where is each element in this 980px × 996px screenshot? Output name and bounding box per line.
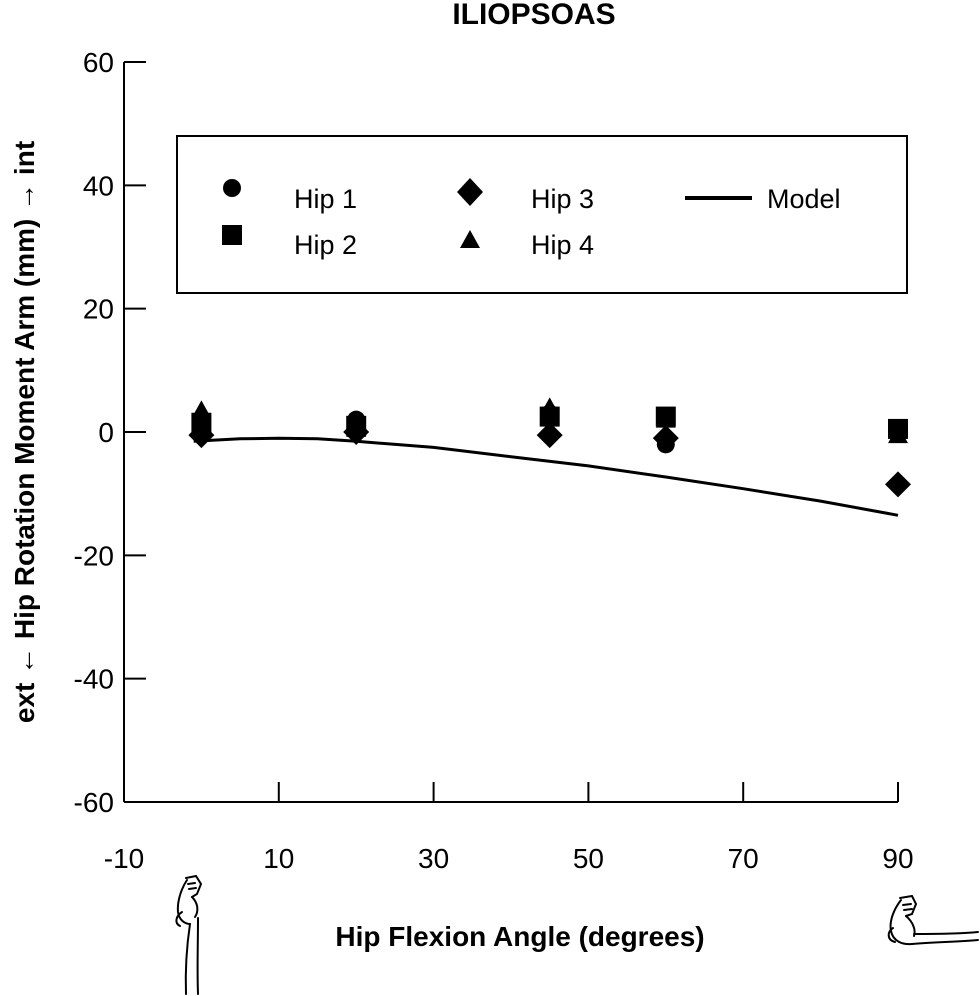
legend: Hip 1 Hip 2 Hip 3 Hip 4 Model (176, 135, 908, 294)
legend-hip1-label: Hip 1 (294, 184, 357, 214)
legend-hip3-label: Hip 3 (531, 184, 594, 214)
y-tick-label: 40 (83, 170, 114, 201)
model-line (193, 436, 899, 517)
x-tick-label: 50 (573, 843, 604, 874)
legend-hip4-label: Hip 4 (531, 230, 594, 260)
y-tick-label: -40 (74, 664, 114, 695)
legend-hip2-marker (222, 225, 242, 245)
legend-model-label: Model (767, 184, 841, 214)
y-tick-label: -60 (74, 787, 114, 818)
hip3-point (536, 422, 563, 449)
legend-hip4-marker (460, 230, 480, 248)
y-tick-label: 0 (98, 417, 114, 448)
y-tick-label: 60 (83, 47, 114, 78)
data-marks (188, 397, 911, 517)
x-ticks: -10 10 30 50 70 90 (104, 782, 914, 874)
hip4-point (655, 409, 676, 428)
x-tick-label: -10 (104, 843, 144, 874)
hip4-point (888, 425, 908, 444)
flexed-hip-sketch (887, 894, 979, 946)
hip4-point (346, 418, 367, 437)
hip3-point (188, 422, 215, 449)
legend-hip1-marker (223, 179, 241, 197)
hip4-point (539, 397, 560, 416)
legend-hip2-label: Hip 2 (294, 230, 357, 260)
hip3-point (885, 471, 911, 498)
x-tick-label: 70 (728, 843, 759, 874)
hip4-point (191, 400, 212, 419)
hip3-point (652, 425, 679, 452)
legend-hip3-marker (457, 178, 483, 206)
x-axis-title: Hip Flexion Angle (degrees) (335, 921, 704, 952)
legend-box (176, 135, 908, 294)
y-ticks: 60 40 20 0 -20 -40 -60 (74, 47, 146, 818)
y-tick-label: -20 (74, 540, 114, 571)
y-axis-title: ext ← Hip Rotation Moment Arm (mm) → int (9, 141, 40, 723)
y-tick-label: 20 (83, 294, 114, 325)
x-tick-label: 10 (263, 843, 294, 874)
chart-title: ILIOPSOAS (452, 0, 615, 31)
x-tick-label: 90 (882, 843, 913, 874)
extended-hip-sketch (175, 874, 203, 995)
x-tick-label: 30 (418, 843, 449, 874)
